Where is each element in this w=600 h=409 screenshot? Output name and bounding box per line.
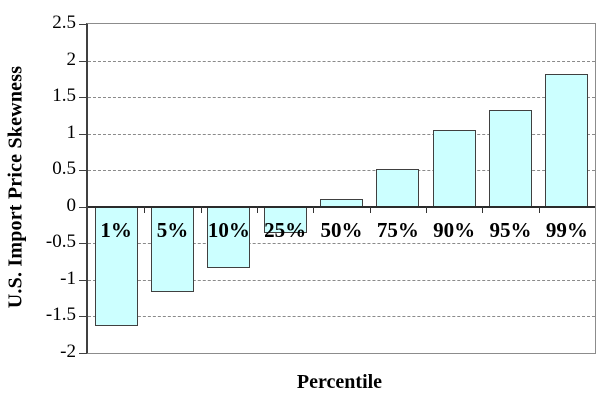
category-label: 5% (156, 217, 189, 242)
gridline (88, 97, 595, 99)
x-axis-tick (482, 205, 484, 213)
y-tick-label: -2 (60, 341, 76, 362)
y-tick-label: 2.5 (52, 12, 76, 33)
gridline (88, 316, 595, 318)
x-axis-tick (200, 205, 202, 213)
y-axis-tick (79, 97, 87, 99)
gridline (88, 279, 595, 281)
bar (489, 109, 532, 207)
y-axis-tick (79, 170, 87, 172)
category-label: 50% (320, 217, 363, 242)
x-axis-tick (426, 205, 427, 213)
plot-area: 1% 5% 10% 25% 50% 75% 90% 95% 99% (79, 23, 596, 354)
bar (207, 206, 251, 269)
bar (94, 206, 138, 326)
gridline (88, 170, 595, 172)
y-axis-tick (79, 133, 87, 135)
y-axis-tick (79, 206, 87, 208)
y-axis-tick (79, 279, 87, 281)
x-axis-tick (313, 205, 315, 213)
y-axis-tick (79, 243, 87, 245)
y-tick-label: 0 (66, 194, 77, 216)
y-tick-label: -1.5 (45, 304, 76, 326)
x-axis-tick (538, 205, 540, 213)
y-tick-label: 1 (66, 121, 77, 143)
bar (432, 130, 476, 207)
category-label: 75% (376, 217, 419, 242)
y-axis-tick (79, 353, 87, 354)
category-label: 25% (264, 217, 307, 242)
x-axis-title: Percentile (296, 371, 383, 393)
x-axis-tick (369, 205, 371, 213)
gridline (88, 133, 595, 135)
y-tick-label: -0.5 (45, 231, 76, 253)
y-axis-tick (79, 60, 87, 62)
y-tick-label: -1 (60, 267, 76, 289)
y-tick-label: 0.5 (52, 158, 76, 180)
zero-axis-line (88, 205, 595, 208)
gridline (88, 243, 595, 245)
y-tick-label: 2 (66, 48, 77, 70)
category-label: 90% (433, 217, 476, 242)
bar (376, 169, 420, 207)
y-tick-label: 1.5 (52, 85, 76, 107)
x-axis-tick (144, 205, 146, 213)
category-label: 10% (207, 217, 250, 242)
bar (545, 73, 589, 207)
category-label: 95% (489, 217, 532, 242)
y-axis-tick (79, 316, 87, 318)
gridline (88, 60, 595, 62)
y-axis-tick (79, 24, 87, 25)
x-axis-tick (257, 205, 258, 213)
category-label: 1% (100, 217, 132, 242)
category-label: 99% (545, 217, 588, 242)
